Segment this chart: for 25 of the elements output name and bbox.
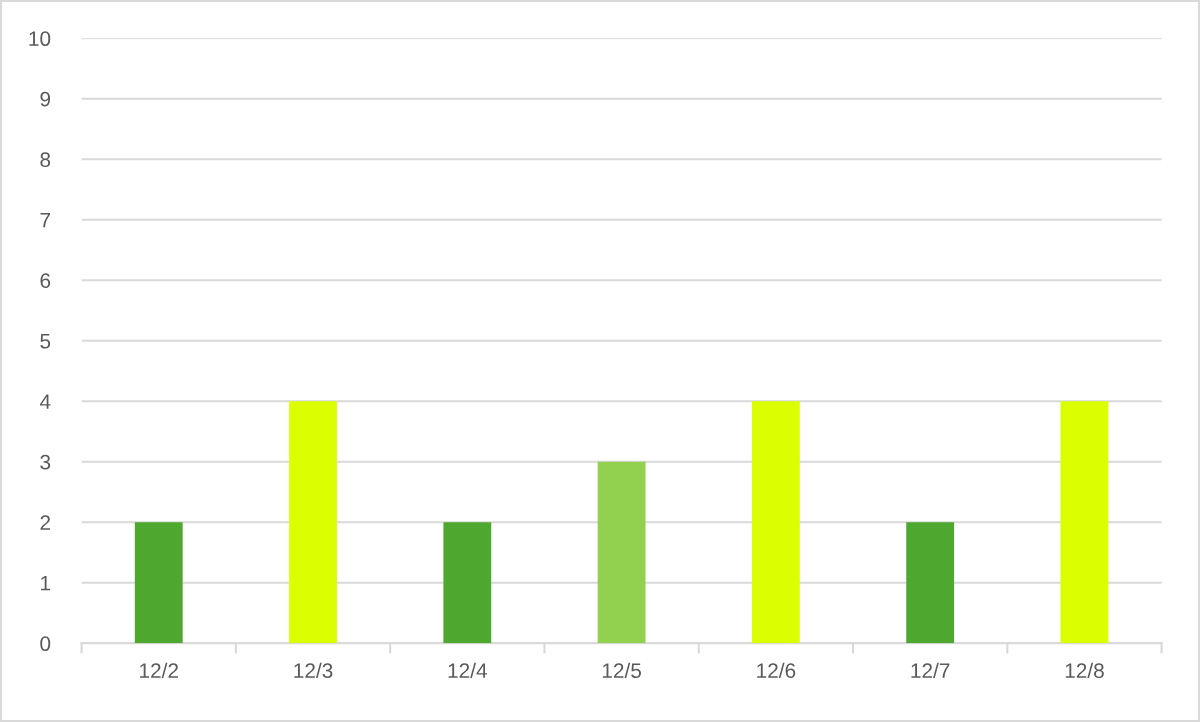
bar	[443, 522, 492, 644]
y-tick-label: 1	[41, 576, 51, 591]
x-tick-label: 12/7	[911, 662, 950, 679]
bar	[751, 401, 800, 644]
y-tick-label: 3	[40, 454, 51, 470]
bar	[289, 401, 337, 644]
x-tick-label: 12/2	[140, 662, 178, 679]
y-tick-label: 6	[40, 273, 51, 289]
y-tick-label: 5	[40, 334, 51, 349]
bar	[134, 522, 183, 644]
y-tick-label: 8	[40, 152, 51, 168]
bar	[1060, 401, 1109, 644]
y-tick-label: 0	[40, 636, 51, 652]
y-tick-label: 4	[39, 394, 51, 409]
y-tick-label: 7	[40, 212, 50, 228]
bar	[597, 461, 646, 644]
y-tick-label: 2	[40, 515, 50, 530]
x-tick-label: 12/6	[757, 662, 796, 679]
x-tick-label: 12/5	[602, 662, 641, 679]
x-tick-label: 12/3	[294, 662, 333, 679]
x-tick-label: 12/4	[448, 662, 487, 679]
y-tick-label: 9	[40, 91, 51, 107]
x-tick-label: 12/8	[1065, 662, 1104, 679]
bar	[906, 522, 955, 644]
y-tick-label: 10	[29, 31, 51, 47]
